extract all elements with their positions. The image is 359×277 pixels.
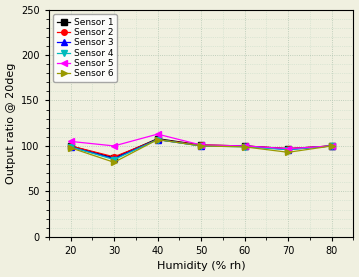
- Sensor 1: [242, 144, 247, 148]
- Sensor 4: [112, 158, 116, 161]
- X-axis label: Humidity (% rh): Humidity (% rh): [157, 261, 246, 271]
- Sensor 4: [242, 145, 247, 148]
- Sensor 3: [68, 145, 73, 148]
- Sensor 1: [199, 143, 203, 147]
- Sensor 3: [330, 144, 334, 148]
- Sensor 2: [330, 144, 334, 148]
- Sensor 1: [155, 137, 160, 140]
- Line: Sensor 1: Sensor 1: [68, 136, 335, 161]
- Sensor 2: [155, 138, 160, 141]
- Sensor 6: [68, 146, 73, 149]
- Sensor 5: [155, 132, 160, 136]
- Sensor 4: [199, 144, 203, 148]
- Line: Sensor 4: Sensor 4: [68, 137, 335, 162]
- Sensor 4: [155, 138, 160, 141]
- Sensor 6: [330, 144, 334, 148]
- Sensor 5: [286, 147, 290, 150]
- Sensor 6: [286, 151, 290, 154]
- Sensor 6: [242, 145, 247, 148]
- Line: Sensor 3: Sensor 3: [68, 137, 335, 161]
- Legend: Sensor 1, Sensor 2, Sensor 3, Sensor 4, Sensor 5, Sensor 6: Sensor 1, Sensor 2, Sensor 3, Sensor 4, …: [53, 14, 117, 82]
- Sensor 1: [112, 156, 116, 160]
- Sensor 4: [68, 145, 73, 148]
- Sensor 2: [286, 147, 290, 150]
- Line: Sensor 5: Sensor 5: [68, 131, 335, 152]
- Sensor 6: [199, 144, 203, 148]
- Sensor 5: [68, 140, 73, 143]
- Sensor 6: [112, 161, 116, 164]
- Line: Sensor 2: Sensor 2: [68, 137, 335, 160]
- Sensor 3: [112, 157, 116, 160]
- Line: Sensor 6: Sensor 6: [68, 137, 335, 165]
- Sensor 2: [199, 143, 203, 147]
- Sensor 5: [242, 144, 247, 148]
- Sensor 2: [242, 144, 247, 148]
- Sensor 2: [112, 155, 116, 158]
- Sensor 3: [199, 144, 203, 148]
- Sensor 5: [199, 143, 203, 147]
- Sensor 6: [155, 138, 160, 141]
- Sensor 3: [286, 148, 290, 151]
- Sensor 5: [330, 144, 334, 148]
- Sensor 4: [330, 144, 334, 148]
- Y-axis label: Output ratio @ 20deg: Output ratio @ 20deg: [5, 63, 15, 184]
- Sensor 5: [112, 144, 116, 148]
- Sensor 4: [286, 148, 290, 151]
- Sensor 3: [155, 138, 160, 141]
- Sensor 3: [242, 144, 247, 148]
- Sensor 1: [68, 144, 73, 148]
- Sensor 1: [286, 147, 290, 150]
- Sensor 1: [330, 144, 334, 148]
- Sensor 2: [68, 144, 73, 148]
